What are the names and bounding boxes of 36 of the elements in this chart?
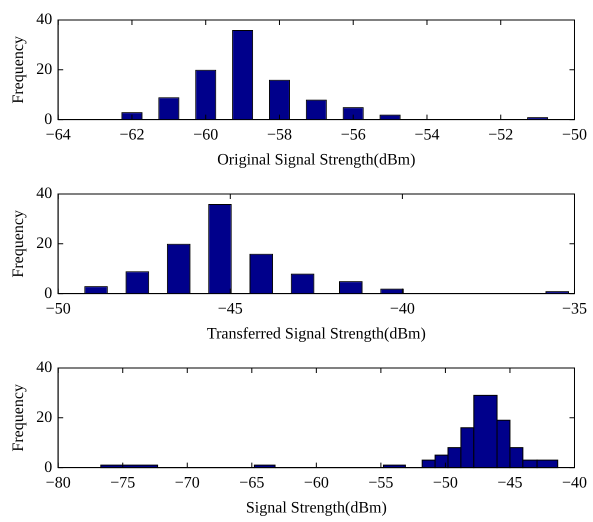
x-tick-label: −58 bbox=[266, 126, 292, 144]
x-tick-label: −40 bbox=[562, 474, 588, 492]
y-tick-label: 20 bbox=[36, 235, 52, 252]
y-axis-title: Frequency bbox=[10, 384, 27, 452]
x-tick-label: −75 bbox=[110, 474, 136, 492]
x-tick-label: −50 bbox=[432, 474, 458, 492]
x-tick-label: −40 bbox=[390, 300, 415, 318]
x-tick-label: −50 bbox=[562, 126, 588, 144]
x-tick-label: −64 bbox=[46, 126, 71, 144]
x-tick-label: −60 bbox=[304, 474, 329, 492]
y-tick-label: 0 bbox=[44, 110, 52, 128]
y-tick-label: 0 bbox=[44, 284, 52, 302]
x-tick-label: −50 bbox=[46, 300, 71, 318]
y-tick-label: 40 bbox=[36, 185, 52, 202]
y-tick-label: 20 bbox=[36, 409, 52, 426]
y-tick-label: 40 bbox=[36, 359, 52, 376]
x-tick-label: −70 bbox=[174, 474, 200, 492]
y-axis-title: Frequency bbox=[10, 36, 27, 104]
y-tick-label: 20 bbox=[36, 61, 52, 78]
x-tick-label: −56 bbox=[340, 126, 366, 144]
x-tick-label: −35 bbox=[562, 300, 588, 318]
x-axis-title: Transferred Signal Strength(dBm) bbox=[206, 326, 426, 343]
x-axis-title: Signal Strength(dBm) bbox=[246, 500, 387, 517]
x-tick-label: −54 bbox=[414, 126, 440, 144]
x-tick-label: −80 bbox=[46, 474, 71, 492]
y-axis-title: Frequency bbox=[10, 210, 27, 278]
x-tick-label: −52 bbox=[488, 126, 514, 144]
x-tick-label: −45 bbox=[218, 300, 243, 318]
x-axis-title: Original Signal Strength(dBm) bbox=[217, 152, 416, 169]
y-tick-label: 0 bbox=[44, 458, 52, 476]
y-tick-label: 40 bbox=[36, 11, 52, 28]
x-tick-label: −65 bbox=[239, 474, 264, 492]
x-tick-label: −45 bbox=[497, 474, 522, 492]
x-tick-label: −62 bbox=[119, 126, 144, 144]
x-tick-label: −55 bbox=[368, 474, 394, 492]
x-tick-label: −60 bbox=[193, 126, 218, 144]
